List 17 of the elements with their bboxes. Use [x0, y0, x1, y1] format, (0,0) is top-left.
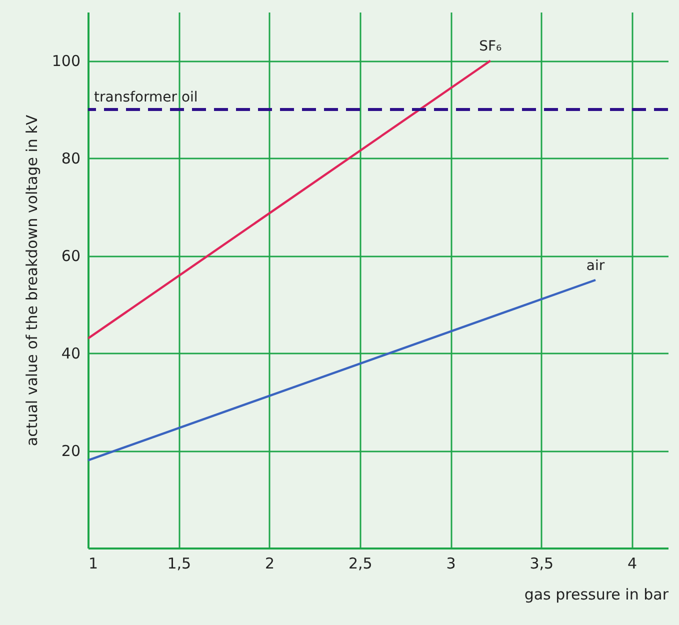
y-tick-label: 20	[61, 442, 80, 460]
x-tick-label: 1,5	[167, 554, 192, 572]
x-tick-label: 4	[627, 554, 638, 572]
y-axis-title: actual value of the breakdown voltage in kV	[22, 114, 41, 446]
y-tick-label: 80	[61, 150, 80, 168]
y-tick-label: 40	[61, 344, 80, 363]
x-tick-label: 2,5	[348, 554, 372, 572]
y-tick-label: 60	[61, 247, 80, 266]
ref-line-label: transformer oil	[94, 89, 198, 106]
x-tick-label: 3,5	[530, 554, 554, 572]
series-label: SF₆	[479, 38, 502, 55]
y-tick-label: 100	[52, 52, 80, 70]
series-label: air	[586, 258, 605, 274]
x-tick-label: 1	[88, 554, 98, 572]
x-tick-label: 2	[264, 554, 275, 572]
x-tick-label: 3	[446, 554, 456, 572]
x-axis-title: gas pressure in bar	[524, 586, 670, 604]
